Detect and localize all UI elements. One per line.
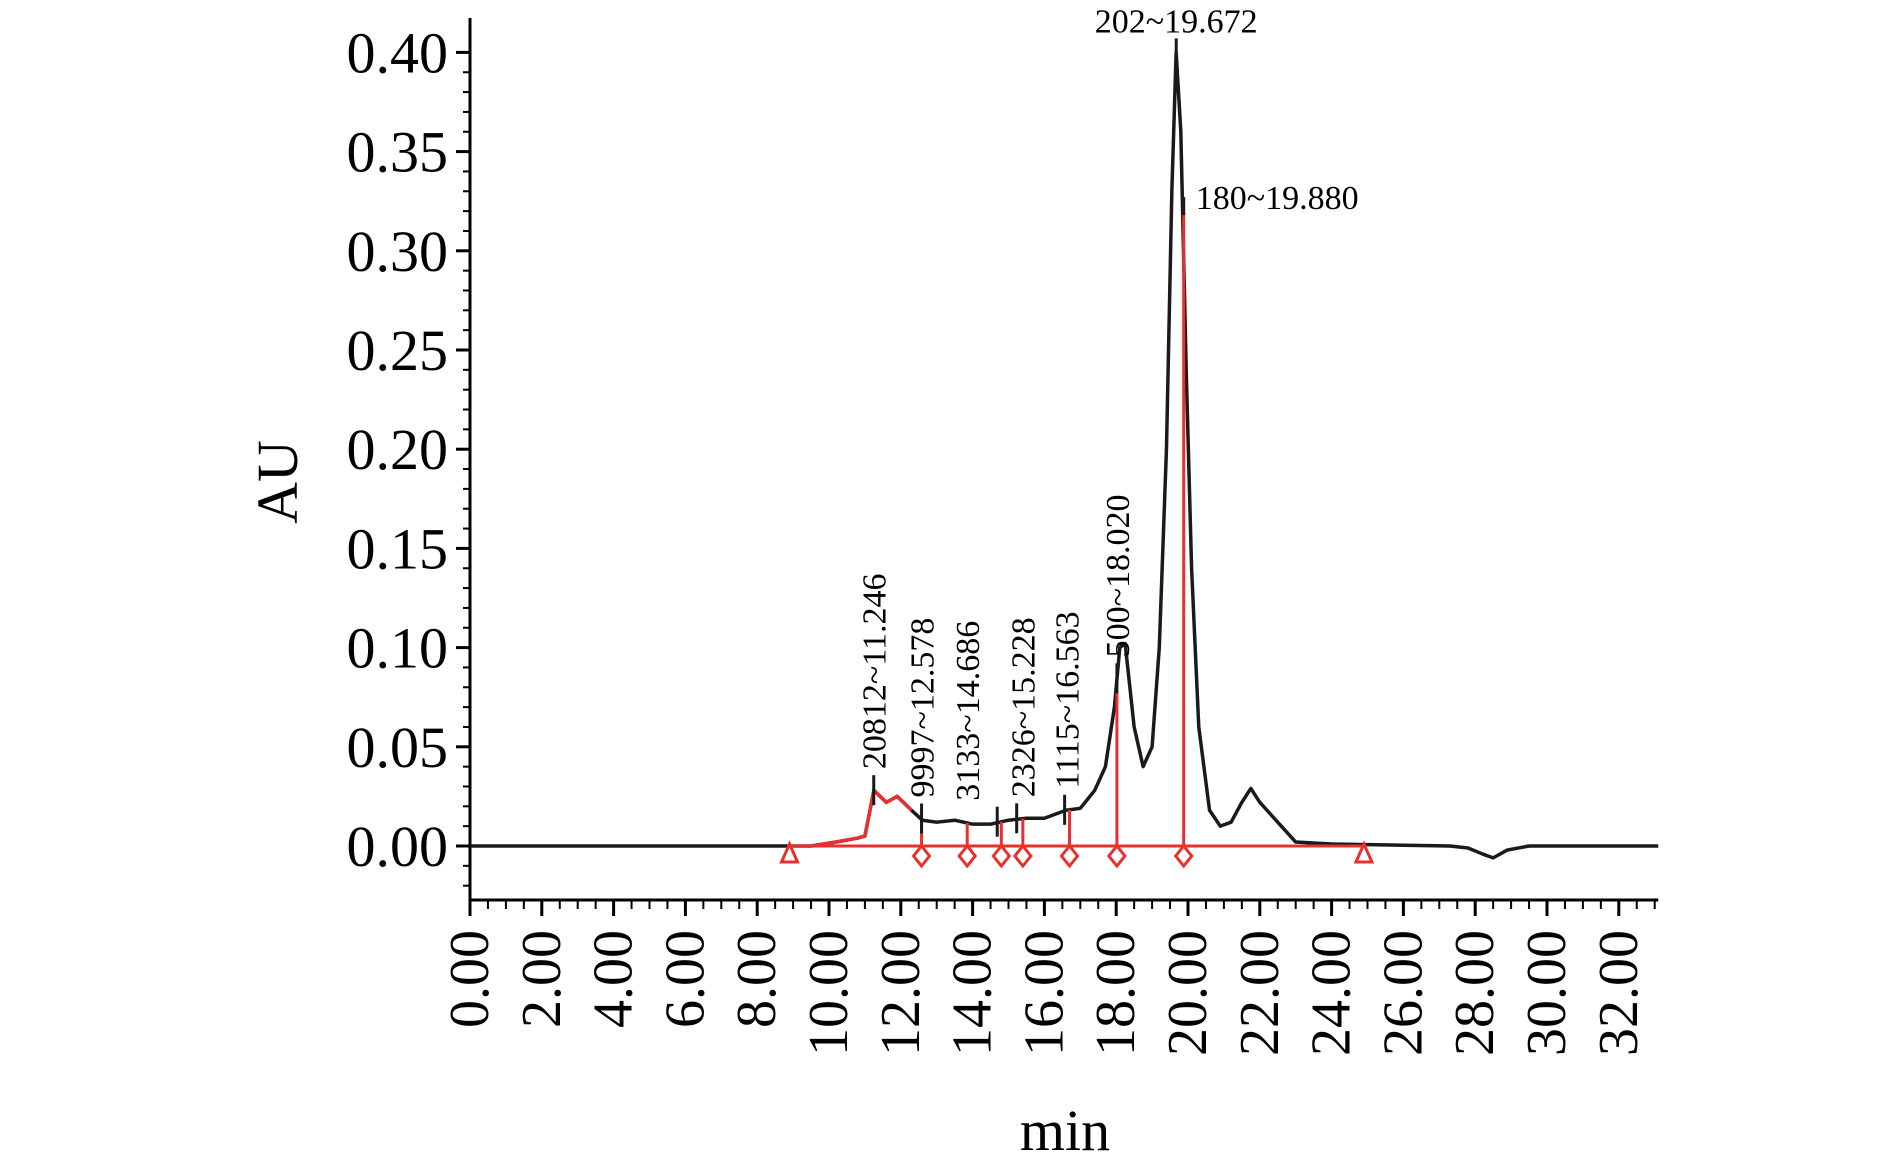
drop-line-diamond <box>1173 843 1194 869</box>
peak-annotation: 20812~11.246 <box>857 574 894 770</box>
y-tick-label: 0.40 <box>347 20 449 85</box>
x-tick-label: 26.00 <box>1372 930 1434 1056</box>
y-tick-label: 0.30 <box>347 219 449 284</box>
y-tick-label: 0.10 <box>347 616 449 681</box>
x-tick-label: 6.00 <box>654 930 716 1028</box>
y-tick-label: 0.00 <box>347 814 449 879</box>
x-tick-label: 28.00 <box>1444 930 1506 1056</box>
baseline-endpoint-triangle <box>1353 840 1375 864</box>
y-tick-label: 0.05 <box>347 715 449 780</box>
x-tick-label: 10.00 <box>798 930 860 1056</box>
y-tick-label: 0.35 <box>347 120 449 185</box>
peak-annotation: 500~18.020 <box>1100 494 1137 657</box>
plot-marks: 20812~11.246 9997~12.578 3133~14.686 2326~1… <box>470 3 1659 869</box>
peak-annotation: 3133~14.686 <box>950 621 987 801</box>
baseline-endpoint-triangle <box>779 840 800 864</box>
drop-line-diamond <box>1059 843 1080 869</box>
peak-annotation: 2326~15.228 <box>1006 617 1043 797</box>
drop-line-diamond <box>1012 843 1033 869</box>
x-axis-label: min <box>1020 1098 1110 1163</box>
x-tick-label: 14.00 <box>942 930 1004 1056</box>
peak-annotation: 202~19.672 <box>1095 3 1258 40</box>
peak-annotation: 9997~12.578 <box>905 618 942 798</box>
x-tick-label: 16.00 <box>1013 930 1075 1056</box>
x-tick-label: 30.00 <box>1516 930 1578 1056</box>
y-tick-label: 0.25 <box>347 318 449 383</box>
x-tick-label: 18.00 <box>1085 930 1147 1056</box>
y-tick-label: 0.15 <box>347 516 449 581</box>
drop-line-diamond <box>911 843 932 869</box>
x-tick-label: 0.00 <box>439 930 501 1028</box>
x-tick-label: 8.00 <box>726 930 788 1028</box>
x-tick-label: 12.00 <box>870 930 932 1056</box>
drop-line-diamond <box>957 843 978 869</box>
integrated-region-trace <box>810 786 913 848</box>
x-tick-label: 22.00 <box>1229 930 1291 1056</box>
y-axis-label: AU <box>245 440 310 524</box>
x-tick-label: 2.00 <box>511 930 573 1028</box>
x-tick-label: 24.00 <box>1301 930 1363 1056</box>
peak-annotation: 1115~16.563 <box>1050 611 1087 788</box>
x-tick-label: 20.00 <box>1157 930 1219 1056</box>
drop-line-diamond <box>1106 843 1127 869</box>
x-tick-label: 4.00 <box>583 930 645 1028</box>
drop-line-diamond <box>991 843 1012 869</box>
peak-annotation: 180~19.880 <box>1196 180 1359 217</box>
y-tick-label: 0.20 <box>347 417 449 482</box>
axes: 0.00 0.05 0.10 0.15 0.20 0.25 0.30 0.35 0.40 0.00… <box>347 18 1659 1056</box>
x-tick-label: 32.00 <box>1588 930 1650 1056</box>
